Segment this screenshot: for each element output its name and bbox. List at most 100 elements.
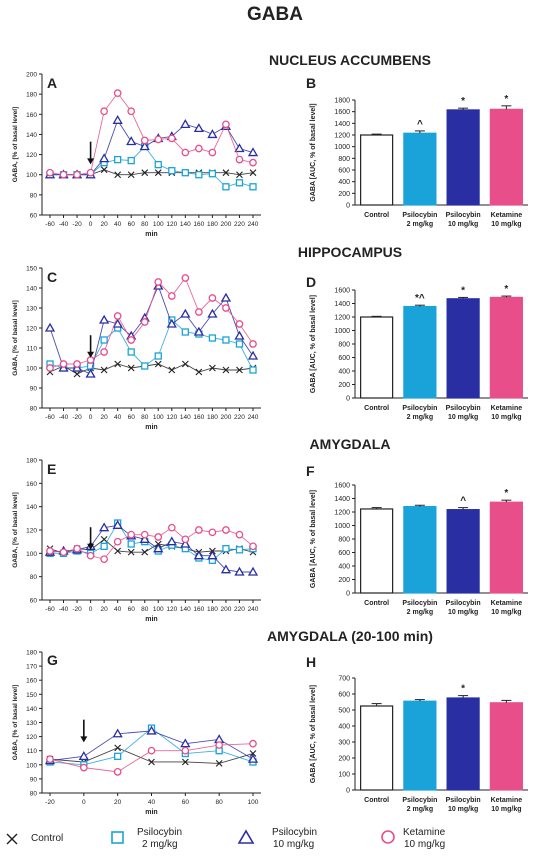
panel-B-ytick-label-4: 800 [338, 156, 350, 163]
panel-A-series-3-point-8-shape [154, 135, 163, 144]
panel-A-series-3-point-14 [235, 155, 244, 164]
panel-E-series-2-point-5-shape [112, 520, 123, 529]
panel-F-category-sublabel-2: 10 mg/kg [448, 609, 478, 616]
panel-A-xtick-label-14: 220 [234, 221, 245, 228]
panel-H-ytick-label-2: 200 [338, 756, 350, 763]
panel-A-xtick-label-1: -40 [59, 221, 69, 228]
panel-B-category-label-1: Psilocybin [402, 212, 437, 219]
panel-E-ytick-label-3: 120 [26, 528, 37, 535]
panel-C-series-0-point-11-b [195, 368, 203, 376]
panel-label-A: A [47, 75, 57, 91]
panel-C-series-0-point-8 [154, 360, 162, 368]
panel-C-series-1-point-8 [154, 352, 162, 360]
panel-G-xtick-label-1: 0 [82, 799, 86, 806]
panel-H-bar-2 [446, 697, 480, 791]
panel-E-xtick-label-10: 140 [180, 606, 191, 613]
panel-A-series-3-point-11 [195, 144, 203, 153]
panel-C-series-2-point-11 [193, 326, 204, 336]
panel-E-xtick-label-7: 80 [141, 606, 149, 613]
panel-G-xtick-label-3: 40 [148, 799, 156, 806]
panel-E-series-3-point-8-shape [154, 533, 163, 541]
panel-D-category-sublabel-1: 2 mg/kg [407, 414, 433, 421]
panel-C-series-1-point-8-shape [154, 352, 162, 360]
panel-D-ytick-label-2: 400 [338, 369, 350, 376]
panel-C-series-2-point-15-shape [247, 350, 259, 360]
panel-B-ytick-label-9: 1800 [334, 98, 350, 105]
panel-C-series-2-point-14-shape [234, 330, 245, 340]
panel-G-series-3-point-0 [46, 755, 54, 764]
panel-A-series-3-point-0 [46, 168, 54, 177]
panel-A-series-0-point-7 [141, 169, 149, 177]
panel-A-ylabel: GABA, [% of basal level] [12, 107, 19, 183]
panel-A-xtick-label-10: 140 [180, 221, 191, 228]
panel-C-series-3-point-7-shape [140, 318, 149, 326]
panel-A-series-2-point-15-shape [247, 147, 259, 157]
panel-C-series-2-point-13 [220, 292, 232, 302]
panel-E-injection-arrow-head [87, 543, 95, 550]
panel-C-series-0-point-14 [236, 366, 243, 374]
panel-H-ytick-label-1: 100 [338, 772, 350, 779]
panel-A-series-1-point-14-shape [235, 179, 244, 187]
panel-C-xtick-label-14: 220 [234, 414, 245, 421]
panel-E-xtick-label-3: 0 [89, 606, 93, 613]
panel-E-xtick-label-6: 60 [128, 606, 136, 613]
panel-C-series-0-point-4 [100, 366, 108, 374]
panel-E-series-3-point-15-shape [249, 542, 257, 551]
panel-C-series-3-point-4-shape [100, 348, 108, 356]
panel-A-series-1-point-13 [222, 183, 230, 191]
panel-B-ytick-label-2: 400 [338, 179, 350, 186]
panel-E-series-2-point-8 [153, 543, 164, 553]
panel-G-ytick-label-2: 100 [26, 762, 37, 769]
panel-C-series-3-point-11-shape [195, 308, 203, 316]
panel-E-series-3-point-13 [222, 526, 230, 534]
panel-C-series-0-point-4-b [100, 366, 108, 374]
panel-A-series-3-point-13 [222, 120, 230, 129]
panel-B-category-label-0: Control [364, 212, 389, 219]
panel-E-xtick-label-4: 20 [101, 606, 109, 613]
panel-A-series-1-point-11 [195, 171, 203, 179]
panel-E-series-0-point-7-b [141, 548, 149, 556]
panel-C-ylabel: GABA, [% of basal level] [12, 300, 19, 376]
panel-F-ytick-label-4: 800 [338, 537, 350, 544]
panel-A-series-1-point-12 [208, 170, 217, 178]
panel-G-series-0-point-4-b [181, 758, 189, 766]
panel-C-series-2-point-0 [44, 322, 56, 332]
panel-E-series-2-point-7-shape [139, 534, 150, 543]
panel-A-series-1-point-9-shape [168, 167, 176, 175]
panel-F-bar-3 [489, 501, 523, 594]
panel-A-ytick-label-1: 80 [30, 192, 38, 199]
panel-A-xtick-label-3: 0 [89, 221, 93, 228]
panel-C-series-2-point-9-shape [166, 318, 177, 328]
panel-F-ytick-label-8: 1600 [334, 483, 350, 490]
panel-A-ytick-label-6: 180 [26, 92, 37, 99]
panel-label-B: B [306, 75, 316, 91]
panel-A-xtick-label-4: 20 [101, 221, 109, 228]
panel-F-ytick-label-3: 600 [338, 550, 350, 557]
panel-G-series-2-point-2-shape [112, 728, 123, 738]
panel-A-series-3-point-10 [181, 148, 190, 157]
panel-C-series-2-point-10 [180, 308, 191, 318]
panel-G-series-2-point-4-shape [180, 738, 191, 748]
panel-C-series-1-point-7-shape [141, 362, 149, 370]
legend-label-control: Control [31, 833, 64, 844]
panel-G-series-3-point-2-shape [113, 767, 122, 776]
panel-F-ytick-label-5: 1000 [334, 523, 350, 530]
panel-E-series-2-point-13-shape [220, 564, 232, 574]
panel-C-series-3-point-2 [73, 360, 81, 368]
panel-A-series-0-point-4-b [100, 166, 108, 174]
section-title-nucleus-accumbens: NUCLEUS ACCUMBENS [268, 52, 432, 68]
panel-A-ytick-label-7: 200 [26, 72, 37, 79]
panel-C-series-2-point-11-shape [193, 326, 204, 336]
panel-E-series-2-point-4-shape [99, 522, 110, 532]
panel-E-xtick-label-9: 120 [166, 606, 177, 613]
panel-A-series-1-point-10 [181, 169, 189, 177]
panel-C-xlabel: min [145, 424, 157, 431]
panel-A-series-2-point-4-shape [99, 153, 110, 163]
panel-E-series-3-point-0 [46, 547, 54, 555]
panel-A-series-3-point-11-shape [195, 144, 203, 153]
panel-A-xlabel: min [145, 231, 157, 238]
panel-G-series-0-point-5-b [215, 760, 223, 767]
panel-C-series-3-point-13 [222, 304, 230, 312]
panel-H-ytick-label-5: 500 [338, 708, 350, 715]
panel-A-series-1-point-6 [127, 156, 135, 165]
